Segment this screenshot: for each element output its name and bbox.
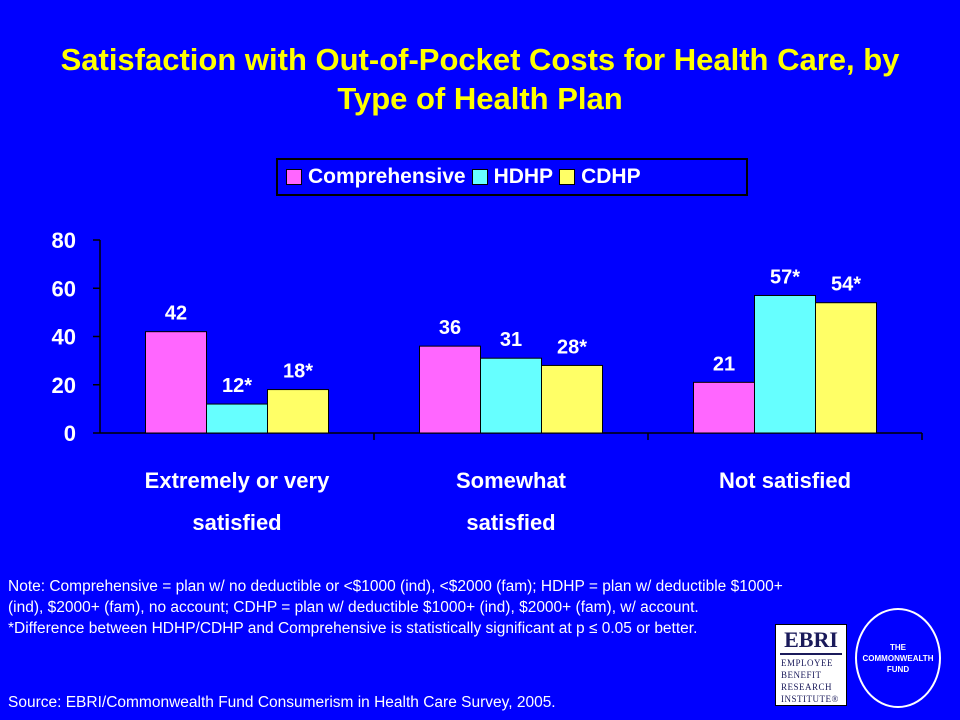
data-label: 28* — [557, 336, 587, 358]
data-label: 54* — [831, 274, 861, 296]
legend-label-cdhp: CDHP — [581, 165, 641, 188]
y-tick-label: 80 — [52, 228, 76, 253]
legend-item-cdhp: CDHP — [559, 165, 641, 189]
ebri-logo-line: BENEFIT — [781, 670, 822, 680]
ebri-logo-line: RESEARCH — [781, 682, 833, 692]
data-label: 12* — [222, 375, 252, 397]
data-label: 18* — [283, 361, 313, 383]
bar — [267, 389, 329, 434]
x-tick-label: satisfied — [466, 510, 555, 535]
data-label: 42 — [165, 303, 187, 325]
y-tick-label: 40 — [52, 325, 76, 350]
x-tick-label: Somewhat — [456, 468, 567, 493]
legend-item-hdhp: HDHP — [471, 165, 554, 189]
bar-chart: 0 20 40 60 80 42 12* 18* Extremely or very satisf… — [52, 228, 923, 535]
note-significance: *Difference between HDHP/CDHP and Compre… — [8, 620, 698, 637]
legend-label-hdhp: HDHP — [493, 165, 554, 188]
data-label: 31 — [500, 329, 522, 351]
x-tick-label: satisfied — [192, 510, 281, 535]
bar — [541, 364, 603, 434]
chart-note: Note: Comprehensive = plan w/ no deducti… — [8, 576, 783, 639]
bar — [419, 345, 481, 434]
chart-legend: Comprehensive HDHP CDHP — [276, 158, 748, 196]
ebri-logo-line: INSTITUTE® — [781, 694, 839, 704]
ebri-logo-abbr: EBRI — [780, 627, 842, 655]
legend-label-comprehensive: Comprehensive — [308, 165, 466, 188]
bar — [815, 302, 877, 434]
y-tick-label: 0 — [64, 421, 76, 446]
legend-swatch-hdhp — [471, 169, 488, 185]
chart-source: Source: EBRI/Commonwealth Fund Consumeri… — [8, 694, 556, 711]
y-tick-label: 60 — [52, 276, 76, 301]
bar — [480, 357, 542, 434]
data-label: 57* — [770, 266, 800, 288]
bar — [693, 381, 755, 434]
data-label: 36 — [439, 317, 461, 339]
legend-swatch-comprehensive — [286, 169, 302, 185]
ebri-logo: EBRI EMPLOYEE BENEFIT RESEARCH INSTITUTE… — [775, 624, 847, 706]
bar — [206, 403, 268, 434]
chart-title: Satisfaction with Out-of-Pocket Costs fo… — [60, 42, 900, 116]
note-definitions: Note: Comprehensive = plan w/ no deducti… — [8, 578, 783, 616]
y-tick-label: 20 — [52, 373, 76, 398]
legend-item-comprehensive: Comprehensive — [286, 165, 466, 189]
bar — [754, 294, 816, 434]
data-label: 21 — [713, 353, 735, 375]
legend-swatch-cdhp — [559, 169, 576, 185]
commonwealth-fund-logo: THE COMMONWEALTH FUND — [855, 608, 941, 708]
cwf-logo-line: THE — [890, 642, 906, 652]
x-tick-label: Extremely or very — [145, 468, 330, 493]
cwf-logo-line: COMMONWEALTH — [862, 653, 934, 663]
x-tick-label: Not satisfied — [719, 468, 851, 493]
ebri-logo-line: EMPLOYEE — [781, 658, 833, 668]
bar — [145, 331, 207, 434]
cwf-logo-line: FUND — [886, 664, 910, 674]
